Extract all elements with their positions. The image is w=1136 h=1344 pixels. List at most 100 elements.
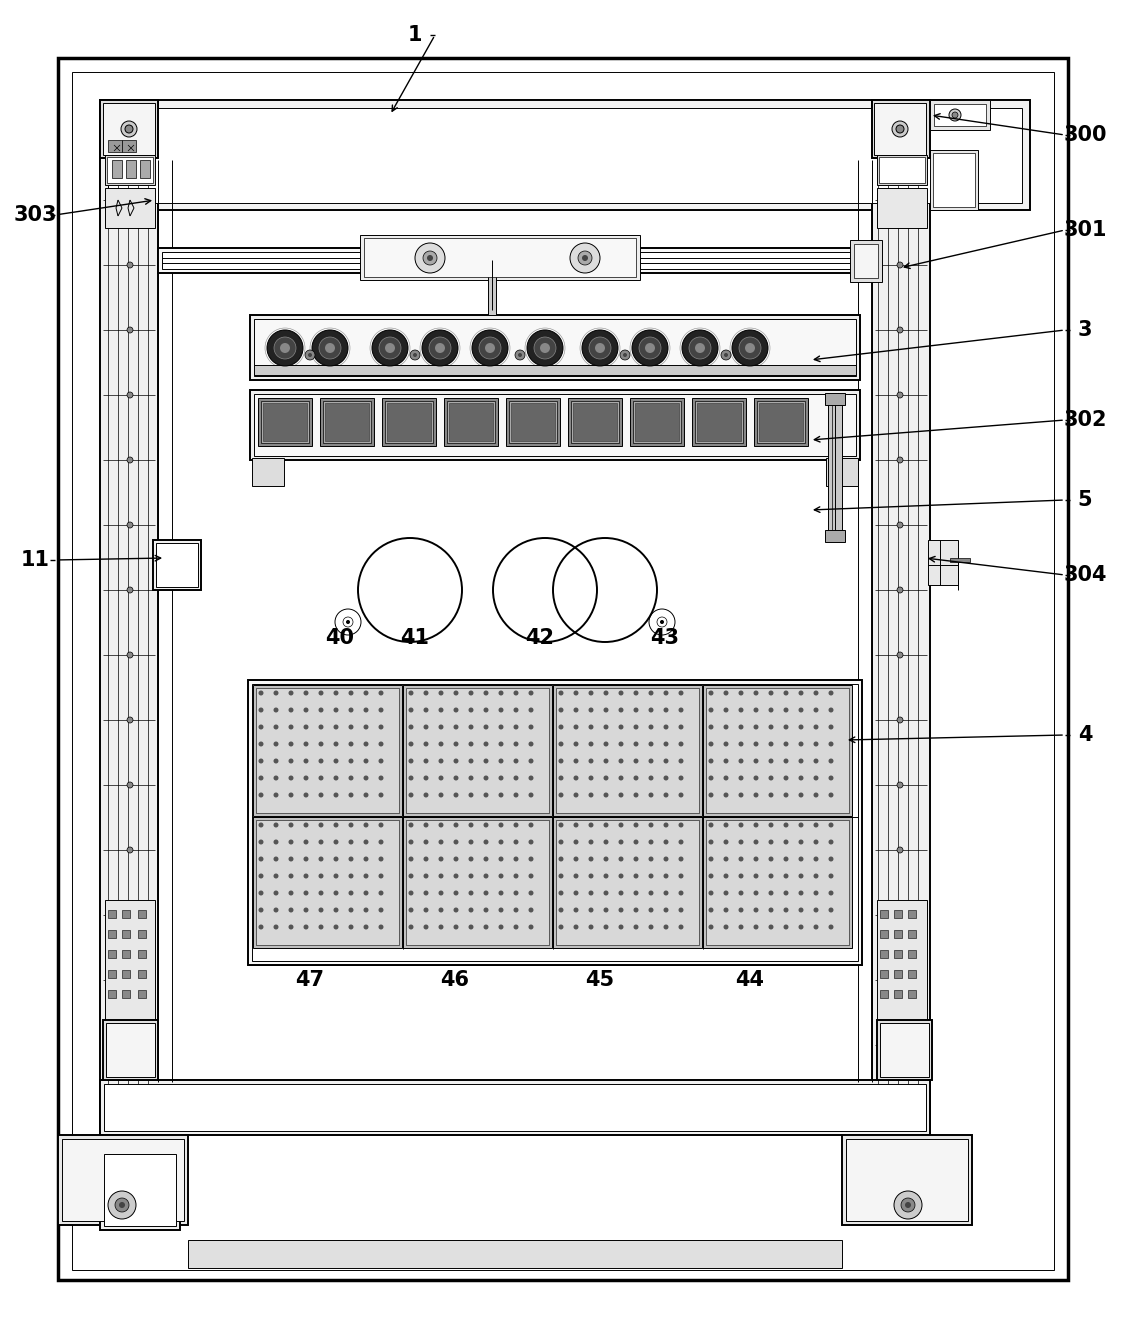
Circle shape <box>897 977 903 982</box>
Circle shape <box>289 691 293 695</box>
Circle shape <box>588 907 593 913</box>
Circle shape <box>528 925 534 930</box>
Circle shape <box>784 691 788 695</box>
Circle shape <box>634 691 638 695</box>
Circle shape <box>588 891 593 895</box>
Circle shape <box>259 823 264 828</box>
Bar <box>253 685 402 816</box>
Circle shape <box>349 758 353 763</box>
Circle shape <box>334 775 339 781</box>
Bar <box>828 395 842 540</box>
Circle shape <box>438 874 443 879</box>
Bar <box>568 398 623 446</box>
Bar <box>103 103 154 155</box>
Circle shape <box>574 823 578 828</box>
Bar <box>360 235 640 280</box>
Circle shape <box>409 758 414 763</box>
Circle shape <box>828 707 834 712</box>
Circle shape <box>905 1202 911 1208</box>
Circle shape <box>559 856 563 862</box>
Circle shape <box>364 856 368 862</box>
Circle shape <box>663 891 668 895</box>
Bar <box>122 910 130 918</box>
Circle shape <box>427 255 433 261</box>
Circle shape <box>424 891 428 895</box>
Circle shape <box>559 840 563 844</box>
Circle shape <box>559 691 563 695</box>
Circle shape <box>570 243 600 273</box>
Circle shape <box>378 907 384 913</box>
Circle shape <box>289 707 293 712</box>
Circle shape <box>468 874 474 879</box>
Circle shape <box>588 742 593 746</box>
Circle shape <box>738 823 743 828</box>
Circle shape <box>540 343 550 353</box>
Circle shape <box>424 907 428 913</box>
Circle shape <box>649 707 653 712</box>
Circle shape <box>274 337 296 359</box>
Circle shape <box>308 353 312 358</box>
Circle shape <box>663 925 668 930</box>
Circle shape <box>799 856 803 862</box>
Circle shape <box>813 707 819 712</box>
Circle shape <box>468 823 474 828</box>
Circle shape <box>784 874 788 879</box>
Bar <box>100 1150 179 1230</box>
Circle shape <box>528 891 534 895</box>
Circle shape <box>603 793 609 797</box>
Circle shape <box>378 823 384 828</box>
Circle shape <box>528 823 534 828</box>
Circle shape <box>468 925 474 930</box>
Bar <box>705 820 849 945</box>
Circle shape <box>334 724 339 730</box>
Bar <box>100 1081 930 1134</box>
Circle shape <box>289 793 293 797</box>
Text: 42: 42 <box>526 628 554 648</box>
Circle shape <box>738 856 743 862</box>
Circle shape <box>259 856 264 862</box>
Bar <box>880 991 888 999</box>
Circle shape <box>663 856 668 862</box>
Circle shape <box>453 874 459 879</box>
Bar <box>703 817 852 948</box>
Bar <box>254 394 857 456</box>
Circle shape <box>468 856 474 862</box>
Circle shape <box>499 793 503 797</box>
Circle shape <box>828 856 834 862</box>
Bar <box>934 103 986 126</box>
Circle shape <box>334 874 339 879</box>
Circle shape <box>259 793 264 797</box>
Circle shape <box>768 775 774 781</box>
Circle shape <box>364 907 368 913</box>
Circle shape <box>499 891 503 895</box>
Circle shape <box>303 925 309 930</box>
Circle shape <box>784 742 788 746</box>
Circle shape <box>897 457 903 462</box>
Circle shape <box>513 742 518 746</box>
Bar <box>108 950 116 958</box>
Circle shape <box>574 856 578 862</box>
Bar <box>122 950 130 958</box>
Circle shape <box>799 758 803 763</box>
Circle shape <box>634 793 638 797</box>
Circle shape <box>649 775 653 781</box>
Bar <box>108 140 122 152</box>
Bar <box>635 403 679 441</box>
Circle shape <box>828 775 834 781</box>
Circle shape <box>897 652 903 659</box>
Circle shape <box>289 775 293 781</box>
Circle shape <box>952 112 958 118</box>
Bar <box>256 820 399 945</box>
Circle shape <box>289 724 293 730</box>
Circle shape <box>499 925 503 930</box>
Circle shape <box>709 724 713 730</box>
Text: 45: 45 <box>585 970 615 991</box>
Bar <box>100 99 158 159</box>
Circle shape <box>588 874 593 879</box>
Circle shape <box>897 392 903 398</box>
Bar <box>444 398 498 446</box>
Circle shape <box>603 691 609 695</box>
Circle shape <box>438 907 443 913</box>
Circle shape <box>603 874 609 879</box>
Circle shape <box>318 925 324 930</box>
